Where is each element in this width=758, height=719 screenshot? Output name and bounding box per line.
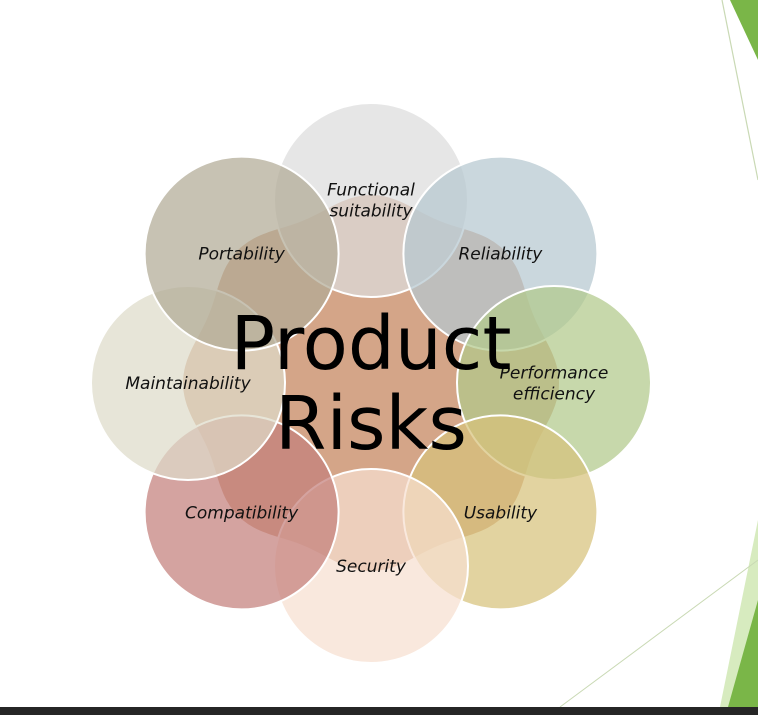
petal-portability xyxy=(143,155,340,352)
center-title-line: Risks xyxy=(275,381,467,467)
petal-label-line: Reliability xyxy=(458,245,543,265)
petal-label-line: Security xyxy=(336,557,407,577)
petal-label-usability: Usability xyxy=(464,503,538,523)
corner-accent-top xyxy=(730,0,758,60)
petal-label-compatibility: Compatibility xyxy=(185,503,299,523)
slide-decoration xyxy=(559,0,758,708)
petal-label-line: Usability xyxy=(464,503,538,523)
petal-label-security: Security xyxy=(336,557,407,577)
petal-circles-group xyxy=(90,102,652,664)
petal-label-portability: Portability xyxy=(198,245,285,265)
center-title: Product Risks xyxy=(231,301,512,467)
labels-group: Functional suitability Reliability Performa… xyxy=(125,181,608,578)
center-title-line: Product xyxy=(231,301,512,387)
corner-accent-line xyxy=(721,0,758,181)
petal-label-line: Compatibility xyxy=(185,503,299,523)
petal-label-reliability: Reliability xyxy=(458,245,543,265)
corner-accent-bottom xyxy=(728,600,758,707)
petal-label-maintainability: Maintainability xyxy=(125,374,251,394)
petal-label-line: Portability xyxy=(198,245,285,265)
petal-label-line: Maintainability xyxy=(125,374,251,394)
bottom-bar xyxy=(0,707,758,715)
petal-label-line: Performance xyxy=(500,364,609,384)
petal-label-line: efficiency xyxy=(513,385,596,405)
petal-label-performance-efficiency: Performance efficiency xyxy=(500,364,609,405)
petal-label-line: suitability xyxy=(329,202,413,222)
petal-label-functional-suitability: Functional suitability xyxy=(327,181,415,222)
corner-accent-line-bottom xyxy=(559,559,758,708)
petal-label-line: Functional xyxy=(327,181,415,201)
